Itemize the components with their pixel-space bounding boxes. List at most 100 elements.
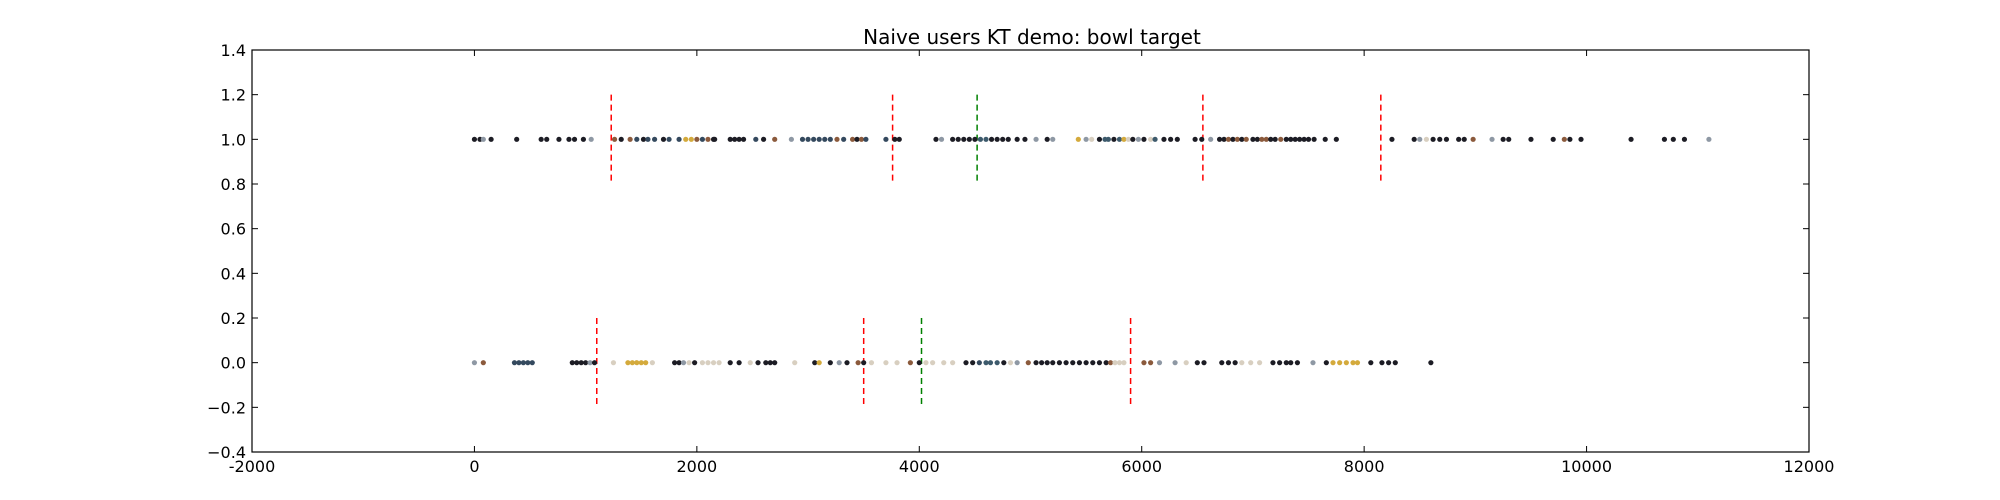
x-tick-label: 8000: [1344, 457, 1385, 476]
x-tick-label: 4000: [899, 457, 940, 476]
data-point: [849, 136, 856, 142]
data-point: [516, 360, 522, 366]
data-point: [1343, 360, 1349, 366]
data-point: [1130, 136, 1136, 142]
data-point: [1578, 136, 1584, 142]
data-point: [520, 360, 526, 366]
data-point: [471, 136, 478, 142]
data-point: [660, 136, 667, 142]
data-point: [805, 136, 811, 142]
data-point: [1199, 136, 1205, 142]
data-point: [1208, 136, 1214, 142]
data-point: [987, 360, 994, 366]
data-point: [1278, 136, 1284, 142]
data-point: [1135, 136, 1141, 142]
data-point: [994, 360, 1000, 366]
data-point: [894, 360, 900, 366]
data-point: [1428, 360, 1434, 366]
data-point: [1044, 360, 1050, 366]
data-point: [1025, 360, 1031, 366]
data-point: [1310, 360, 1316, 366]
data-point: [727, 136, 733, 142]
data-point: [1354, 360, 1361, 366]
data-point: [676, 360, 682, 366]
data-point: [732, 136, 738, 142]
data-point: [1005, 136, 1011, 142]
data-point: [1268, 136, 1274, 142]
data-point: [827, 360, 833, 366]
data-point: [1294, 360, 1301, 366]
data-point: [1567, 136, 1573, 142]
data-point: [1301, 136, 1307, 142]
data-point: [569, 360, 575, 366]
data-point: [1156, 360, 1163, 366]
data-point: [625, 360, 631, 366]
data-point: [1706, 136, 1712, 142]
data-point: [1044, 136, 1050, 142]
data-point: [1283, 360, 1289, 366]
data-point: [1141, 136, 1147, 142]
data-point: [763, 360, 769, 366]
data-point: [1111, 136, 1117, 142]
data-point: [1423, 136, 1430, 142]
data-point: [1292, 136, 1298, 142]
data-point: [1001, 360, 1007, 366]
data-point: [1288, 360, 1294, 366]
data-point: [1230, 136, 1236, 142]
data-point: [961, 136, 967, 142]
data-point: [788, 136, 794, 142]
y-tick-label: 1.2: [221, 86, 246, 105]
data-point: [591, 360, 598, 366]
data-point: [972, 136, 978, 142]
data-point: [1125, 136, 1131, 142]
data-point: [1075, 136, 1081, 142]
data-point: [1014, 136, 1020, 142]
data-point: [712, 136, 718, 142]
data-point: [1219, 360, 1225, 366]
data-point: [1103, 360, 1109, 366]
data-point: [480, 360, 486, 366]
data-point: [1161, 136, 1167, 142]
data-point: [792, 360, 798, 366]
data-point: [863, 136, 869, 142]
data-point: [841, 136, 847, 142]
data-point: [1168, 136, 1174, 142]
data-point: [1528, 136, 1534, 142]
data-point: [1270, 360, 1276, 366]
data-point: [611, 136, 618, 142]
x-tick-label: 10000: [1561, 457, 1612, 476]
data-point: [686, 360, 692, 366]
data-point: [634, 360, 640, 366]
data-point: [1670, 136, 1676, 142]
data-point: [694, 136, 700, 142]
data-point: [1232, 360, 1238, 366]
y-tick-label: 0.8: [221, 175, 246, 194]
data-point: [907, 360, 913, 366]
data-point: [471, 360, 478, 366]
data-point: [983, 360, 989, 366]
scatter-points: [471, 136, 1712, 366]
data-point: [834, 136, 840, 142]
data-point: [1105, 136, 1111, 142]
data-point: [1681, 136, 1688, 142]
data-point: [627, 136, 633, 142]
data-point: [1392, 360, 1398, 366]
data-point: [638, 360, 644, 366]
data-point: [716, 360, 722, 366]
data-point: [1239, 360, 1245, 366]
data-point: [858, 136, 865, 142]
data-point: [740, 136, 747, 142]
data-point: [1456, 136, 1462, 142]
data-point: [1550, 136, 1556, 142]
data-point: [1050, 136, 1056, 142]
y-axis: −0.4 −0.2 0.0 0.2 0.4 0.6 0.8 1.0 1.2 1.4: [207, 41, 1809, 462]
data-point: [1311, 136, 1317, 142]
data-point: [1411, 136, 1417, 142]
data-point: [896, 136, 902, 142]
data-point: [525, 360, 531, 366]
data-point: [1148, 136, 1154, 142]
data-point: [676, 136, 682, 142]
data-point: [1443, 136, 1450, 142]
data-point: [822, 136, 828, 142]
data-point: [1277, 360, 1283, 366]
